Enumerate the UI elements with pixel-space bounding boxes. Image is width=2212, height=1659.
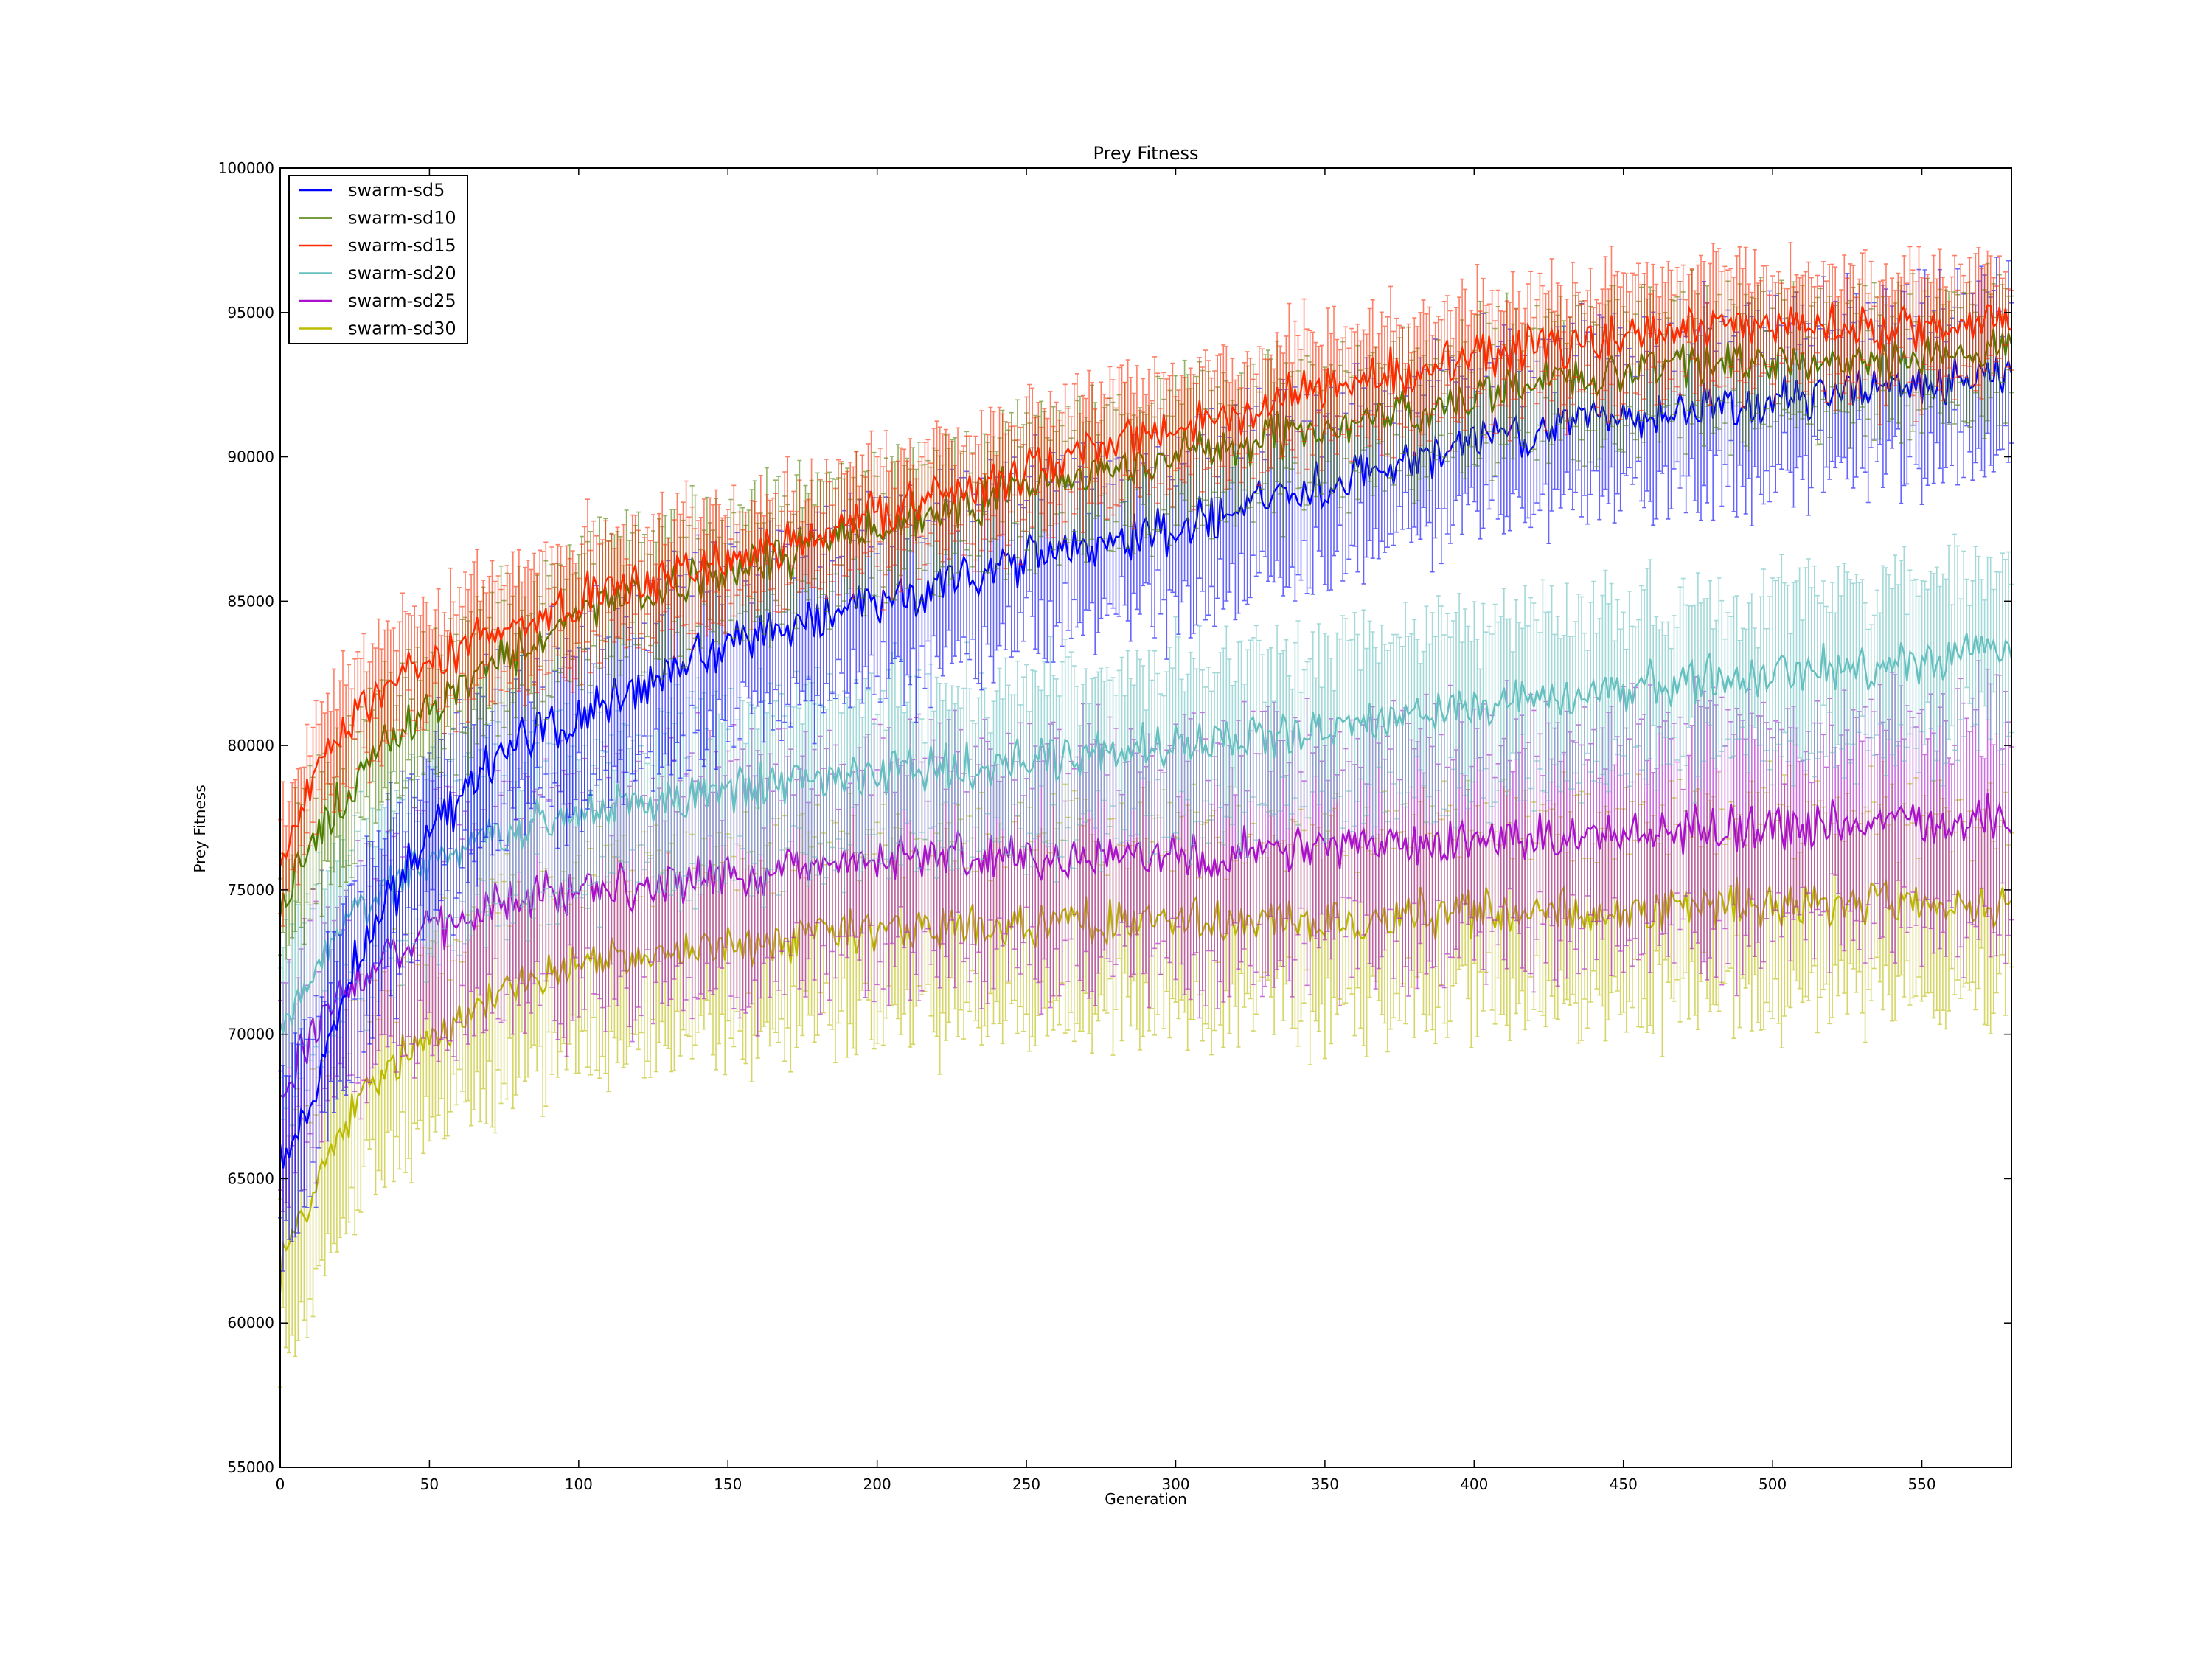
y-axis-label: Prey Fitness — [191, 785, 209, 872]
legend-label: swarm-sd20 — [348, 263, 456, 284]
y-tick-label: 95000 — [227, 304, 274, 321]
y-tick-label: 60000 — [227, 1314, 274, 1332]
series-line-swarm-sd25 — [279, 793, 2013, 1099]
y-tick-label: 70000 — [227, 1026, 274, 1043]
x-tick-label: 450 — [1610, 1475, 1638, 1493]
x-tick-label: 300 — [1161, 1475, 1189, 1493]
y-tick-label: 85000 — [227, 592, 274, 610]
y-tick-label: 100000 — [218, 159, 274, 177]
axes-frame — [279, 167, 2012, 1468]
y-tick-label: 65000 — [227, 1169, 274, 1187]
series-line-swarm-sd15 — [279, 302, 2012, 867]
legend-item-swarm-sd5: swarm-sd5 — [299, 180, 445, 201]
series-line-swarm-sd10 — [279, 328, 2013, 917]
legend-label: swarm-sd10 — [348, 208, 456, 229]
y-tick-label: 75000 — [227, 881, 274, 899]
legend: swarm-sd5 swarm-sd10 swarm-sd15 swarm-sd20 s… — [288, 175, 468, 344]
x-tick-label: 250 — [1012, 1475, 1040, 1493]
legend-label: swarm-sd30 — [348, 319, 456, 339]
y-tick-label: 80000 — [227, 737, 274, 754]
legend-label: swarm-sd25 — [348, 291, 456, 311]
plot-border — [279, 167, 2012, 1468]
x-tick-label: 200 — [863, 1475, 891, 1493]
y-tick-label: 55000 — [227, 1458, 274, 1476]
legend-item-swarm-sd15: swarm-sd15 — [299, 235, 456, 256]
y-tick-label: 90000 — [227, 448, 274, 466]
legend-item-swarm-sd30: swarm-sd30 — [299, 319, 456, 339]
chart-title: Prey Fitness — [1093, 143, 1198, 164]
legend-label: swarm-sd5 — [348, 180, 445, 201]
x-tick-label: 100 — [565, 1475, 593, 1493]
x-tick-label: 150 — [714, 1475, 742, 1493]
legend-item-swarm-sd25: swarm-sd25 — [299, 291, 456, 311]
legend-label: swarm-sd15 — [348, 235, 456, 256]
x-axis-label: Generation — [1105, 1490, 1187, 1508]
legend-item-swarm-sd10: swarm-sd10 — [299, 208, 456, 229]
series-line-swarm-sd20 — [279, 633, 2013, 1034]
x-tick-label: 0 — [276, 1475, 285, 1493]
x-tick-label: 350 — [1311, 1475, 1339, 1493]
y-axis-ticks: 55000 60000 65000 70000 75000 80000 85000 90000… — [218, 159, 2011, 1476]
legend-item-swarm-sd20: swarm-sd20 — [299, 263, 456, 284]
x-tick-label: 400 — [1460, 1475, 1488, 1493]
x-axis-ticks: 0 50 100 150 200 250 300 350 400 450 500 550 — [276, 168, 1936, 1493]
x-tick-label: 550 — [1907, 1475, 1935, 1493]
legend-box — [288, 175, 468, 344]
x-tick-label: 500 — [1759, 1475, 1787, 1493]
x-tick-label: 50 — [420, 1475, 439, 1493]
